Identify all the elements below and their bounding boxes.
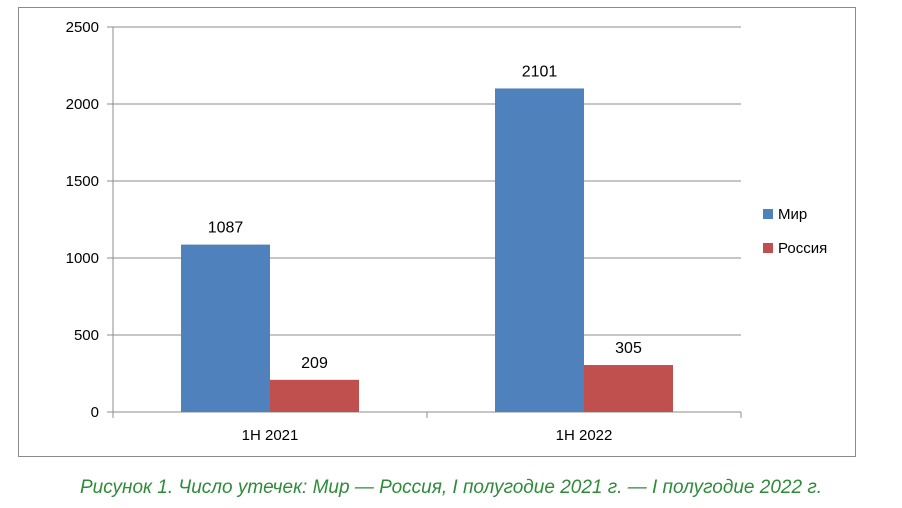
y-tick-label: 1000: [66, 250, 99, 267]
y-tick-label: 1500: [66, 173, 99, 190]
y-tick-label: 500: [74, 327, 99, 344]
data-label: 1087: [208, 220, 244, 237]
x-tick-label: 1H 2022: [556, 427, 613, 444]
bar: [584, 365, 673, 412]
y-tick-label: 0: [91, 404, 99, 421]
legend-swatch: [763, 209, 773, 219]
legend-swatch: [763, 243, 773, 253]
data-label: 209: [301, 355, 328, 372]
figure-caption: Рисунок 1. Число утечек: Мир — Россия, I…: [80, 477, 822, 498]
data-label: 2101: [522, 63, 558, 80]
bar: [270, 379, 359, 412]
bar-chart: 0 500 1000 1500 2000 2500 1087 209 1H 2021 2101 30…: [66, 19, 828, 444]
bar: [181, 244, 270, 412]
y-tick-label: 2500: [66, 19, 99, 36]
data-label: 305: [615, 340, 642, 357]
chart-area: 0 500 1000 1500 2000 2500 1087 209 1H 2021 2101 30…: [18, 7, 856, 457]
x-tick-label: 1H 2021: [242, 427, 299, 444]
legend-label: Россия: [778, 240, 827, 257]
y-tick-label: 2000: [66, 96, 99, 113]
legend-label: Мир: [778, 206, 807, 223]
bar: [495, 88, 584, 413]
